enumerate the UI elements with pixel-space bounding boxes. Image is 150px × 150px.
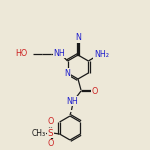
Text: NH: NH [66, 96, 78, 105]
Text: O: O [47, 140, 54, 148]
Text: NH: NH [54, 48, 66, 57]
Text: N: N [75, 33, 81, 42]
Text: NH₂: NH₂ [94, 50, 109, 59]
Text: S: S [48, 129, 53, 138]
Text: N: N [65, 69, 70, 78]
Text: O: O [47, 117, 54, 126]
Text: HO: HO [15, 50, 28, 58]
Text: O: O [92, 87, 98, 96]
Text: CH₃: CH₃ [32, 129, 46, 138]
